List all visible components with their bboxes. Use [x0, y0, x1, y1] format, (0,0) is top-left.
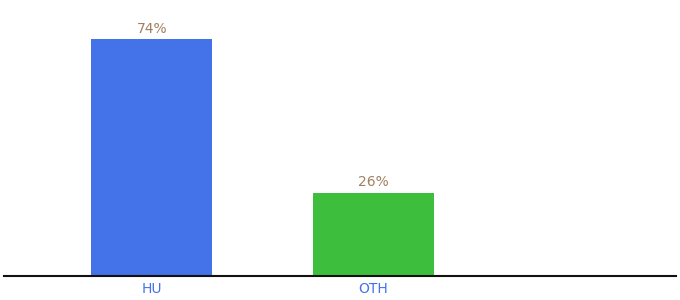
Bar	[92, 39, 212, 276]
Bar	[313, 193, 434, 276]
Text: 26%: 26%	[358, 175, 389, 189]
Text: 74%: 74%	[137, 22, 167, 35]
